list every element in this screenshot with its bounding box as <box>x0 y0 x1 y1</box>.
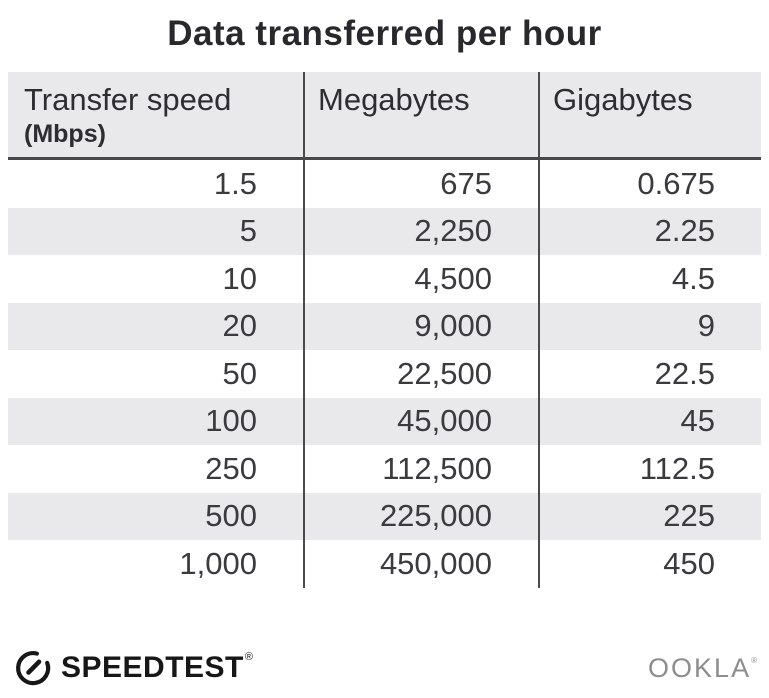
cell-gigabytes: 45 <box>538 397 761 445</box>
cell-transfer-speed: 250 <box>205 450 257 486</box>
cell-gigabytes: 2.25 <box>538 207 761 255</box>
table-row: 5 2,250 2.25 <box>8 207 761 255</box>
data-table: Transfer speed (Mbps) Megabytes Gigabyte… <box>8 72 761 588</box>
cell-transfer-speed: 20 <box>222 308 257 344</box>
cell-gigabytes: 9 <box>538 302 761 350</box>
cell-transfer-speed: 500 <box>205 498 257 534</box>
cell-gigabytes: 112.5 <box>538 445 761 493</box>
table-row: 500 225,000 225 <box>8 492 761 540</box>
cell-transfer-speed: 10 <box>222 260 257 296</box>
cell-megabytes: 2,250 <box>303 207 538 255</box>
speedtest-logo: SPEEDTEST ® <box>14 649 253 687</box>
table-body: 1.5 675 0.675 5 2,250 2.25 10 4,500 4.5 … <box>8 160 761 588</box>
cell-megabytes: 4,500 <box>303 255 538 303</box>
cell-megabytes: 112,500 <box>303 445 538 493</box>
table-header-row: Transfer speed (Mbps) Megabytes Gigabyte… <box>8 72 761 160</box>
ookla-logo: OOKLA ® <box>648 653 757 684</box>
cell-gigabytes: 0.675 <box>538 160 761 208</box>
table-row: 50 22,500 22.5 <box>8 350 761 398</box>
cell-transfer-speed: 1.5 <box>213 165 257 201</box>
cell-gigabytes: 4.5 <box>538 255 761 303</box>
page-title: Data transferred per hour <box>167 14 602 53</box>
column-header-label: Megabytes <box>318 82 470 117</box>
cell-megabytes: 22,500 <box>303 350 538 398</box>
column-header-unit: (Mbps) <box>24 120 106 149</box>
cell-gigabytes: 450 <box>538 540 761 588</box>
ookla-wordmark: OOKLA <box>648 652 752 683</box>
column-header-label: Gigabytes <box>553 82 693 117</box>
registered-trademark-mark: ® <box>244 651 253 663</box>
cell-transfer-speed: 1,000 <box>179 545 257 581</box>
cell-megabytes: 45,000 <box>303 397 538 445</box>
table-row: 1,000 450,000 450 <box>8 540 761 588</box>
table-row: 10 4,500 4.5 <box>8 255 761 303</box>
table-row: 100 45,000 45 <box>8 397 761 445</box>
cell-gigabytes: 225 <box>538 492 761 540</box>
column-header-label: Transfer speed <box>24 82 232 117</box>
column-header-transfer-speed: Transfer speed (Mbps) <box>8 72 303 157</box>
cell-transfer-speed: 50 <box>222 355 257 391</box>
cell-transfer-speed: 100 <box>205 403 257 439</box>
table-row: 250 112,500 112.5 <box>8 445 761 493</box>
table-row: 1.5 675 0.675 <box>8 160 761 208</box>
cell-megabytes: 675 <box>303 160 538 208</box>
column-header-gigabytes: Gigabytes <box>538 72 761 157</box>
footer: SPEEDTEST ® OOKLA ® <box>14 648 757 688</box>
cell-transfer-speed: 5 <box>239 213 257 249</box>
speedtest-wordmark: SPEEDTEST <box>61 651 244 684</box>
table-row: 20 9,000 9 <box>8 302 761 350</box>
registered-trademark-mark: ® <box>751 655 757 665</box>
cell-megabytes: 450,000 <box>303 540 538 588</box>
column-header-megabytes: Megabytes <box>303 72 538 157</box>
speedtest-gauge-icon <box>14 649 52 687</box>
cell-megabytes: 225,000 <box>303 492 538 540</box>
cell-megabytes: 9,000 <box>303 302 538 350</box>
cell-gigabytes: 22.5 <box>538 350 761 398</box>
